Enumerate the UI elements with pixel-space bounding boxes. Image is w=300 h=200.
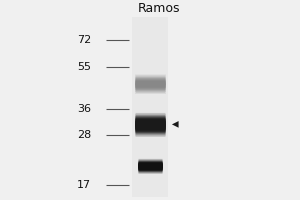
Text: Ramos: Ramos [138,2,180,15]
Text: 36: 36 [77,104,91,114]
Text: 17: 17 [77,180,91,190]
Bar [132,17,168,197]
Text: 55: 55 [77,62,91,72]
Text: 28: 28 [77,130,91,140]
Text: 72: 72 [77,35,91,45]
